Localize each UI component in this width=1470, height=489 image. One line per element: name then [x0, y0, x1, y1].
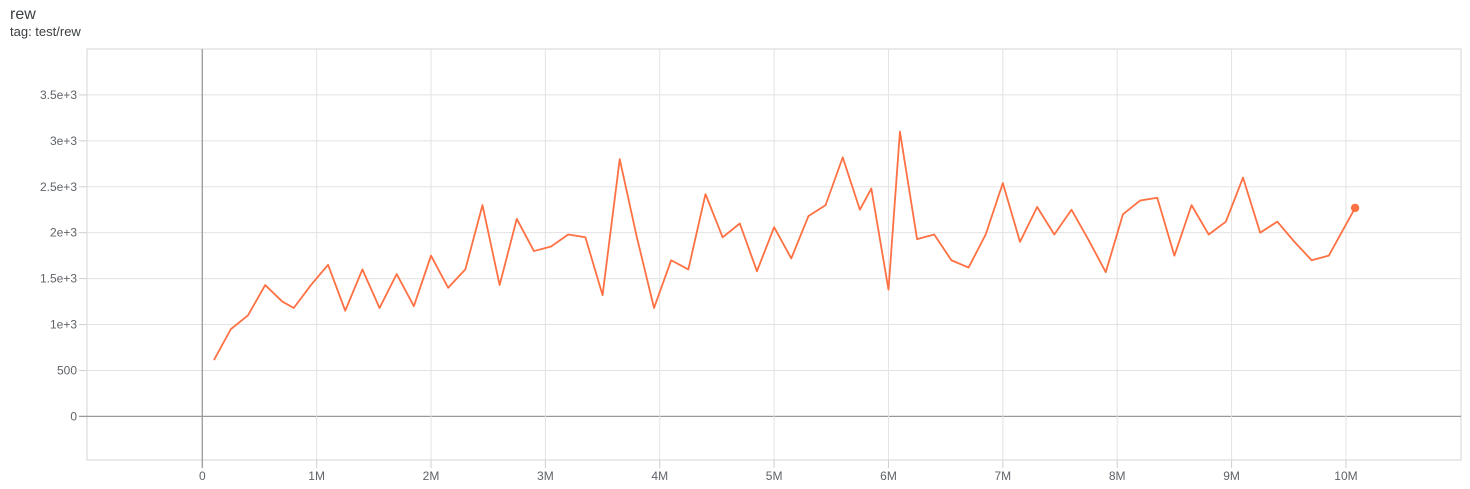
svg-text:9M: 9M	[1223, 469, 1240, 483]
svg-text:1e+3: 1e+3	[50, 318, 77, 332]
svg-text:500: 500	[57, 363, 77, 377]
svg-text:2M: 2M	[423, 469, 440, 483]
svg-text:1M: 1M	[308, 469, 325, 483]
svg-text:5M: 5M	[766, 469, 783, 483]
svg-text:3.5e+3: 3.5e+3	[40, 88, 77, 102]
svg-text:2.5e+3: 2.5e+3	[40, 180, 77, 194]
svg-text:4M: 4M	[651, 469, 668, 483]
svg-text:3e+3: 3e+3	[50, 134, 77, 148]
svg-text:1.5e+3: 1.5e+3	[40, 272, 77, 286]
svg-text:3M: 3M	[537, 469, 554, 483]
svg-text:2e+3: 2e+3	[50, 226, 77, 240]
svg-text:10M: 10M	[1334, 469, 1357, 483]
svg-text:0: 0	[199, 469, 206, 483]
svg-text:6M: 6M	[880, 469, 897, 483]
svg-text:0: 0	[70, 409, 77, 423]
svg-text:8M: 8M	[1109, 469, 1126, 483]
svg-text:7M: 7M	[995, 469, 1012, 483]
